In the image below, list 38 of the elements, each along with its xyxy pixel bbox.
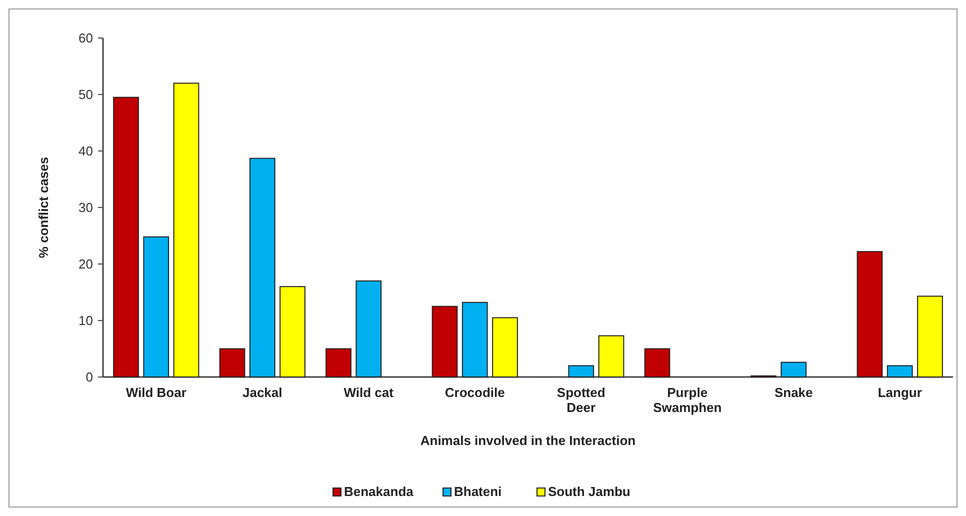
legend-label: Benakanda (344, 484, 414, 499)
x-tick-label: Wild cat (344, 385, 394, 400)
bar (780, 362, 807, 378)
y-tick-label: 10 (78, 313, 93, 328)
bar (113, 96, 139, 378)
bar (886, 365, 913, 378)
y-tick-label: 60 (78, 30, 93, 46)
x-tick-label: Purple Swamphen (653, 385, 722, 415)
y-axis-title: % conflict cases (36, 156, 51, 258)
bar (917, 296, 943, 378)
y-tick-label: 0 (86, 370, 93, 385)
y-tick-label: 50 (78, 87, 93, 102)
bar (492, 317, 518, 378)
bar (462, 302, 488, 378)
bar (280, 286, 306, 378)
bar (856, 251, 883, 378)
y-tick-label: 30 (78, 200, 93, 216)
bar (173, 82, 200, 378)
bar (219, 348, 246, 378)
bar (249, 158, 276, 378)
bar (356, 280, 382, 378)
x-tick-label: Crocodile (444, 385, 505, 400)
x-axis-title: Animals involved in the Interaction (420, 433, 636, 448)
y-tick-label: 20 (78, 256, 93, 272)
x-tick-label: Spotted Deer (556, 385, 606, 415)
x-tick-label: Langur (878, 385, 922, 400)
bar (143, 236, 170, 378)
legend-label: South Jambu (548, 484, 630, 499)
x-tick-label: Jackal (242, 385, 282, 400)
bar (432, 306, 458, 378)
legend-label: Bhateni (454, 484, 502, 499)
bar (326, 348, 352, 378)
y-tick-label: 40 (78, 144, 93, 159)
bar (598, 335, 624, 378)
bar (568, 365, 594, 378)
x-tick-label: Wild Boar (126, 385, 186, 400)
bar (644, 348, 670, 378)
x-tick-label: Snake (774, 385, 813, 400)
